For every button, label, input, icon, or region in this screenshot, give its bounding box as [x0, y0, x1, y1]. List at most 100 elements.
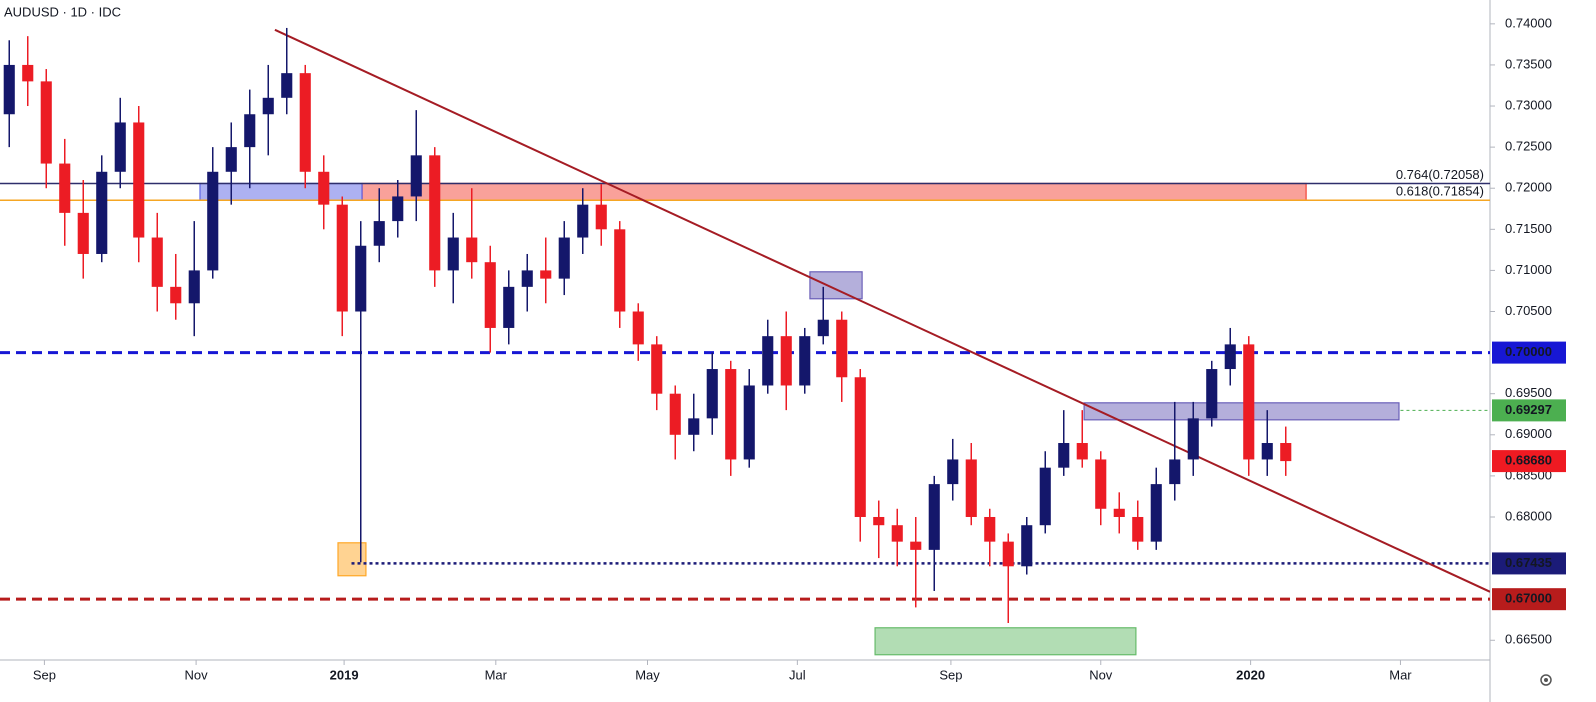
candle-body: [1076, 443, 1088, 460]
candle-body: [928, 484, 940, 550]
candle-body: [133, 122, 145, 238]
candle-body: [22, 64, 34, 82]
candle-body: [706, 369, 718, 419]
y-tick-label: 0.73500: [1505, 56, 1552, 71]
candle-body: [466, 237, 478, 263]
candle-body: [1021, 525, 1033, 567]
candle-body: [965, 459, 977, 517]
candle-body: [743, 385, 755, 460]
candle-body: [355, 245, 367, 312]
y-tick-label: 0.69000: [1505, 426, 1552, 441]
zone: [199, 182, 363, 201]
candle-body: [392, 196, 404, 222]
zone: [1083, 402, 1400, 421]
candle-body: [503, 286, 515, 328]
candle-body: [207, 171, 219, 271]
x-tick-label: Sep: [33, 667, 56, 682]
candle-body: [77, 212, 89, 254]
price-tag-label: 0.68680: [1505, 453, 1552, 468]
y-tick-label: 0.71000: [1505, 262, 1552, 277]
zone: [361, 182, 1307, 201]
candle-body: [1113, 508, 1125, 517]
candle-body: [762, 336, 774, 386]
candle-body: [1002, 541, 1014, 567]
price-tag: [1492, 588, 1566, 611]
candle-body: [318, 171, 330, 205]
candle-body: [3, 64, 15, 115]
settings-icon[interactable]: [1540, 674, 1552, 686]
candle-body: [1206, 369, 1218, 419]
candle-body: [225, 147, 237, 172]
x-tick-label: 2020: [1236, 667, 1265, 682]
price-tag: [1492, 341, 1566, 364]
candle-body: [521, 270, 533, 287]
candle-body: [669, 393, 681, 435]
candle-body: [725, 369, 737, 460]
candle-body: [429, 155, 441, 271]
y-tick-label: 0.69500: [1505, 385, 1552, 400]
x-tick-label: Sep: [939, 667, 962, 682]
price-tag: [1492, 450, 1566, 473]
x-tick-label: Jul: [789, 667, 806, 682]
candle-body: [891, 525, 903, 542]
x-tick-label: Mar: [1389, 667, 1412, 682]
candle-body: [1058, 443, 1070, 468]
price-tag: [1492, 552, 1566, 575]
candle-body: [336, 204, 348, 312]
price-tag-label: 0.67000: [1505, 591, 1552, 606]
candle-body: [558, 237, 570, 279]
x-tick-label: Nov: [185, 667, 209, 682]
candle-body: [114, 122, 126, 172]
y-tick-label: 0.72000: [1505, 180, 1552, 195]
candle-body: [688, 418, 700, 435]
x-tick-label: 2019: [330, 667, 359, 682]
candle-body: [540, 270, 552, 279]
level-label: 0.618(0.71854): [1396, 184, 1484, 199]
price-tag-label: 0.70000: [1505, 344, 1552, 359]
y-tick-label: 0.72500: [1505, 139, 1552, 154]
zone: [809, 271, 863, 300]
candle-body: [799, 336, 811, 386]
candle-body: [595, 204, 607, 230]
candle-body: [1095, 459, 1107, 509]
candle-body: [873, 516, 885, 526]
y-tick-label: 0.70500: [1505, 303, 1552, 318]
candle-body: [1039, 467, 1051, 526]
candle-body: [632, 311, 644, 345]
candle-body: [188, 270, 200, 304]
candle-body: [984, 516, 996, 542]
candle-body: [1261, 443, 1273, 460]
candle-body: [1187, 418, 1199, 460]
candle-body: [1132, 516, 1144, 542]
candle-body: [836, 319, 848, 378]
x-tick-label: May: [635, 667, 660, 682]
candle-body: [780, 336, 792, 386]
candle-body: [1280, 443, 1292, 462]
candle-body: [910, 541, 922, 550]
chart-title: AUDUSD · 1D · IDC: [4, 4, 121, 19]
candle-body: [59, 163, 71, 213]
candle-body: [151, 237, 163, 287]
candle-body: [1243, 344, 1255, 460]
candle-body: [854, 377, 866, 517]
candle-body: [170, 286, 182, 304]
plot-area: [0, 27, 1490, 656]
candle-body: [262, 97, 274, 115]
y-tick-label: 0.68000: [1505, 508, 1552, 523]
candle-body: [1169, 459, 1181, 485]
price-tag-label: 0.69297: [1505, 402, 1552, 417]
candle-body: [299, 73, 311, 172]
candle-body: [410, 155, 422, 197]
y-tick-label: 0.74000: [1505, 15, 1552, 30]
candle-body: [40, 81, 52, 164]
gear: [1540, 674, 1552, 686]
candle-body: [447, 237, 459, 271]
candle-body: [614, 229, 626, 312]
candle-body: [244, 114, 256, 148]
x-tick-label: Mar: [485, 667, 508, 682]
price-tag-label: 0.67435: [1505, 555, 1552, 570]
candle-body: [484, 262, 496, 328]
